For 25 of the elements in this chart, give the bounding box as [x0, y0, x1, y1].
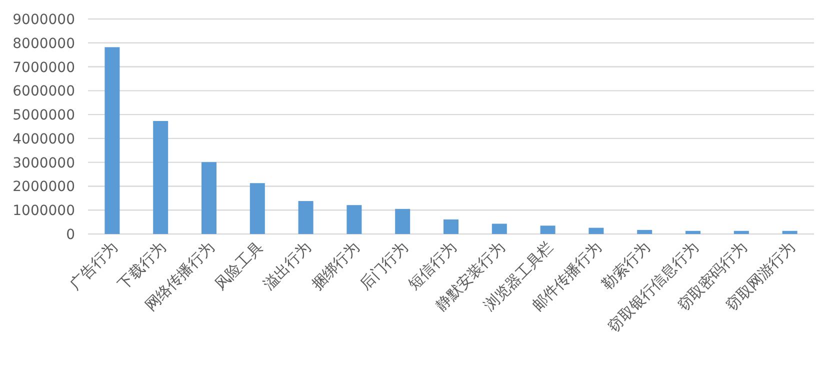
y-tick-label: 4000000 [12, 131, 75, 148]
bar [444, 219, 458, 234]
bar [104, 47, 120, 234]
bar [153, 121, 168, 234]
y-tick-label: 0 [66, 227, 75, 243]
bar [588, 228, 604, 234]
bar [202, 162, 216, 234]
bar [395, 208, 410, 234]
bar [346, 205, 362, 234]
bar [637, 230, 652, 234]
y-tick-label: 3000000 [12, 155, 75, 172]
y-tick-label: 7000000 [12, 60, 75, 76]
bar [298, 201, 314, 234]
y-tick-label: 1000000 [12, 203, 75, 220]
bar [686, 230, 700, 234]
bar [734, 230, 749, 234]
y-tick-label: 9000000 [12, 12, 75, 28]
bar [782, 230, 798, 234]
bar [492, 224, 507, 234]
y-tick-label: 8000000 [12, 36, 75, 52]
y-tick-label: 2000000 [12, 179, 75, 196]
y-tick-label: 5000000 [12, 108, 75, 124]
bar [250, 183, 265, 234]
bar [540, 226, 556, 234]
y-tick-label: 6000000 [12, 84, 75, 100]
